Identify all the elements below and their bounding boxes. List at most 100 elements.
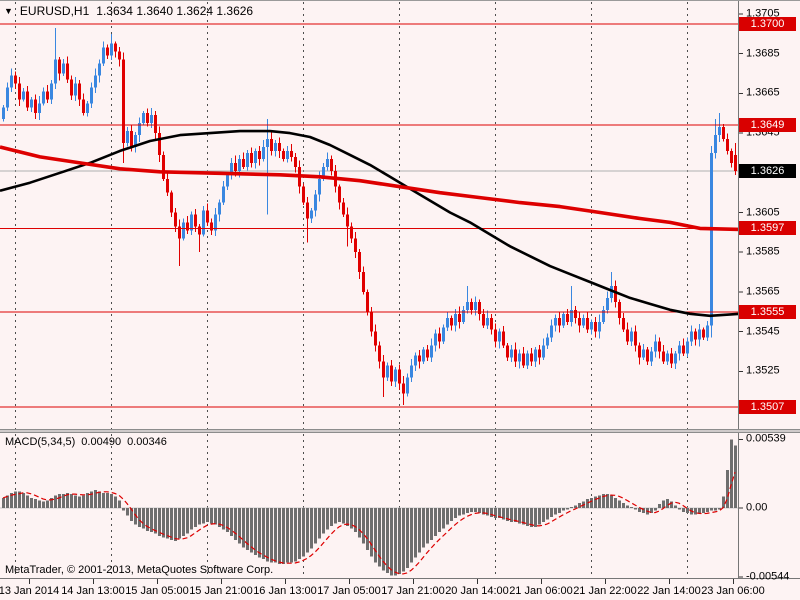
candle-body	[214, 214, 217, 231]
macd-histogram-bar	[394, 508, 397, 576]
price-tick-label: 1.3665	[746, 86, 780, 99]
macd-histogram-bar	[542, 508, 545, 523]
macd-histogram-bar	[150, 508, 153, 533]
candle-body	[14, 75, 17, 84]
macd-histogram-bar	[698, 508, 701, 514]
candle-body	[710, 152, 713, 326]
candle-body	[246, 152, 249, 167]
macd-histogram-bar	[518, 508, 521, 524]
macd-histogram-bar	[166, 508, 169, 539]
candle-body	[378, 345, 381, 362]
candle-body	[210, 222, 213, 231]
macd-histogram-bar	[538, 508, 541, 525]
candle-body	[282, 150, 285, 159]
time-axis-label: 14 Jan 13:00	[61, 585, 125, 597]
symbol-dropdown-icon[interactable]: ▼	[4, 6, 13, 16]
candle-body	[542, 345, 545, 358]
macd-histogram-bar	[666, 499, 669, 509]
macd-histogram-bar	[514, 508, 517, 523]
macd-histogram-bar	[294, 508, 297, 562]
candle-body	[562, 313, 565, 326]
macd-axis-label: 0.00	[746, 501, 768, 514]
candle-body	[434, 333, 437, 346]
time-axis-label: 17 Jan 05:00	[317, 585, 381, 597]
candle-body	[662, 351, 665, 362]
candle-body	[166, 178, 169, 193]
macd-histogram-bar	[34, 499, 37, 509]
macd-histogram-bar	[6, 495, 9, 509]
candle-body	[362, 272, 365, 292]
candle-body	[250, 152, 253, 163]
macd-histogram-bar	[378, 508, 381, 567]
macd-histogram-bar	[122, 508, 125, 511]
candle-body	[138, 123, 141, 136]
macd-histogram-bar	[162, 508, 165, 538]
macd-histogram-bar	[710, 508, 713, 511]
macd-histogram-bar	[238, 508, 241, 544]
macd-histogram-bar	[66, 492, 69, 509]
candle-body	[470, 301, 473, 310]
price-tick-label: 1.3585	[746, 245, 780, 258]
candle-body	[350, 226, 353, 239]
candle-body	[666, 353, 669, 362]
candle-body	[690, 331, 693, 342]
macd-histogram-bar	[266, 508, 269, 562]
macd-histogram-bar	[334, 508, 337, 524]
macd-histogram-bar	[562, 508, 565, 511]
candle-body	[566, 313, 569, 322]
candle-body	[678, 345, 681, 354]
candle-body	[98, 63, 101, 76]
macd-histogram-bar	[694, 508, 697, 515]
macd-histogram-bar	[618, 500, 621, 509]
macd-histogram-bar	[438, 508, 441, 533]
macd-histogram-bar	[530, 508, 533, 528]
macd-histogram-bar	[594, 496, 597, 509]
candle-body	[198, 226, 201, 235]
macd-histogram-bar	[138, 508, 141, 528]
candle-body	[606, 297, 609, 310]
price-tick-label: 1.3545	[746, 325, 780, 338]
macd-histogram-bar	[306, 508, 309, 553]
candle-body	[242, 158, 245, 167]
macd-histogram-bar	[354, 508, 357, 533]
macd-histogram-bar	[558, 508, 561, 514]
macd-histogram-bar	[642, 508, 645, 514]
price-tick-label: 1.3685	[746, 47, 780, 60]
macd-histogram-bar	[202, 508, 205, 524]
symbol-timeframe-label: EURUSD,H1	[19, 4, 90, 18]
macd-histogram-bar	[286, 508, 289, 563]
macd-histogram-bar	[474, 508, 477, 512]
macd-histogram-bar	[370, 508, 373, 557]
macd-histogram-bar	[574, 505, 577, 509]
candle-body	[414, 355, 417, 366]
candle-body	[238, 158, 241, 171]
macd-histogram-bar	[126, 508, 129, 516]
panel-separator[interactable]	[0, 429, 800, 433]
macd-histogram-bar	[102, 492, 105, 509]
macd-histogram-bar	[526, 508, 529, 526]
candle-body	[62, 63, 65, 74]
macd-histogram-bar	[390, 508, 393, 576]
macd-histogram-bar	[434, 508, 437, 537]
macd-histogram-bar	[470, 508, 473, 512]
symbol-title: ▼ EURUSD,H1 1.3634 1.3640 1.3624 1.3626	[4, 4, 253, 18]
candle-body	[438, 333, 441, 342]
candle-body	[598, 321, 601, 332]
macd-histogram-bar	[630, 506, 633, 509]
macd-histogram-bar	[386, 508, 389, 573]
candle-body	[174, 212, 177, 227]
macd-histogram-bar	[610, 495, 613, 509]
candle-body	[366, 291, 369, 312]
macd-histogram-bar	[650, 508, 653, 514]
candle-body	[154, 115, 157, 134]
candle-body	[254, 150, 257, 163]
macd-histogram-bar	[186, 508, 189, 534]
candle-body	[354, 238, 357, 253]
candle-body	[498, 331, 501, 342]
macd-histogram-bar	[90, 491, 93, 509]
macd-histogram-bar	[422, 508, 425, 548]
macd-histogram-bar	[490, 508, 493, 517]
macd-histogram-bar	[566, 508, 569, 510]
candle-body	[194, 214, 197, 227]
